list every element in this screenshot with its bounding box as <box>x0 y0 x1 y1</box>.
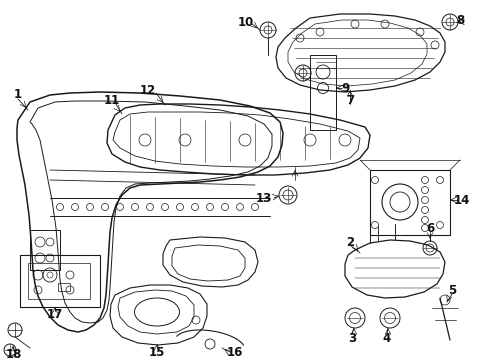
Text: 4: 4 <box>382 332 390 345</box>
Text: 14: 14 <box>453 194 469 207</box>
Text: 7: 7 <box>345 94 353 107</box>
Text: 1: 1 <box>14 89 22 102</box>
Text: 9: 9 <box>341 81 349 94</box>
Text: 16: 16 <box>226 346 243 359</box>
Text: 13: 13 <box>255 192 271 204</box>
Text: 18: 18 <box>6 348 22 360</box>
Text: 5: 5 <box>447 284 455 297</box>
Text: 2: 2 <box>345 235 353 248</box>
Text: 11: 11 <box>103 94 120 107</box>
Text: 15: 15 <box>148 346 165 359</box>
Text: 3: 3 <box>347 332 355 345</box>
Text: 17: 17 <box>47 309 63 321</box>
Text: 6: 6 <box>425 221 433 234</box>
Text: 8: 8 <box>455 13 463 27</box>
Text: 10: 10 <box>237 15 254 28</box>
Text: 12: 12 <box>140 84 156 96</box>
